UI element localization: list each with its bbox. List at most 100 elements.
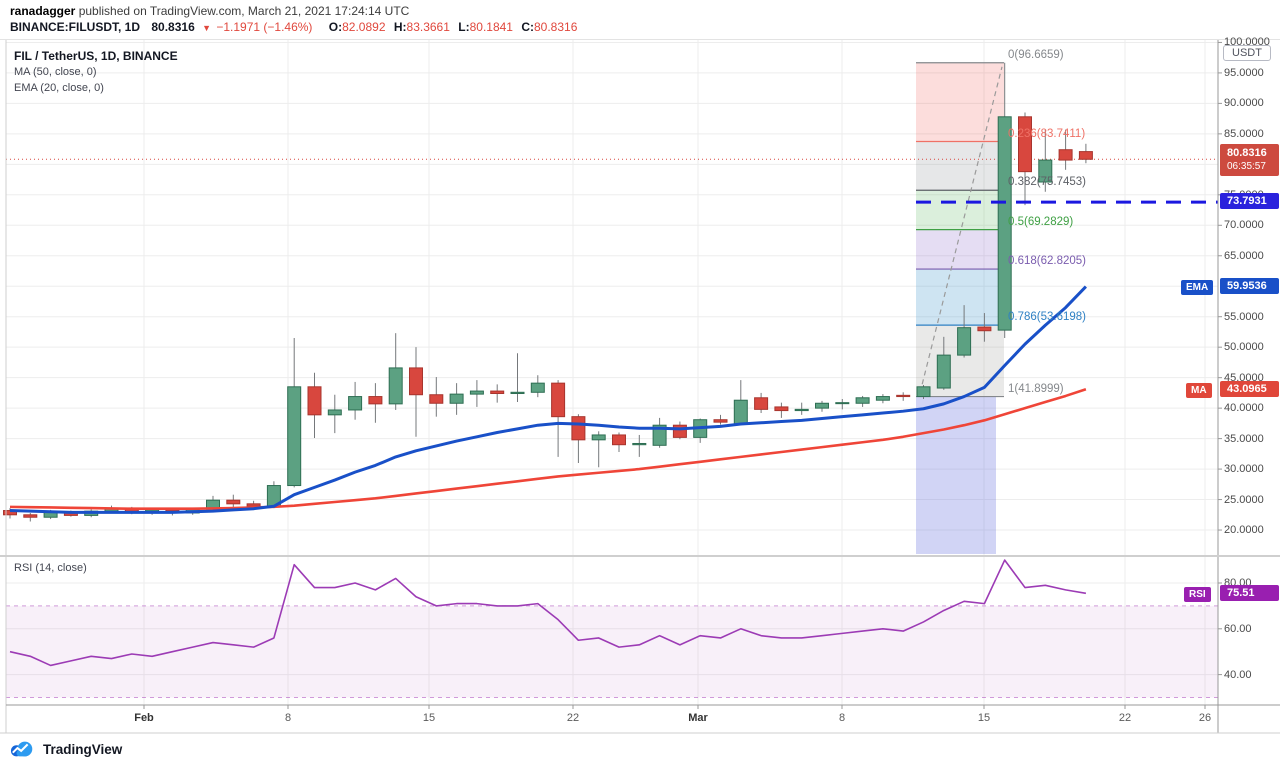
price-axis-label: 20.0000	[1224, 524, 1264, 537]
open-label: O:	[328, 20, 343, 34]
rsi-chip[interactable]: RSI	[1184, 587, 1211, 602]
ma-value-badge[interactable]: 43.0965	[1220, 381, 1279, 397]
candle-body	[368, 396, 383, 405]
time-axis-label: 22	[566, 712, 580, 724]
time-axis-label: 15	[422, 712, 436, 724]
candle-body	[591, 434, 606, 441]
high-value: 83.3661	[406, 20, 450, 34]
time-axis-label: 22	[1118, 712, 1132, 724]
candle-body	[1078, 151, 1093, 160]
highlight-band	[916, 396, 996, 554]
time-axis-label: 15	[977, 712, 991, 724]
candle-body	[733, 399, 748, 425]
price-axis-label: 70.0000	[1224, 219, 1264, 232]
legend-symbol: FIL / TetherUS, 1D, BINANCE	[14, 49, 178, 63]
candle-body	[469, 390, 484, 395]
symbol-ohlc-row: BINANCE:FILUSDT, 1D 80.8316 ▼ −1.1971 (−…	[10, 20, 577, 34]
currency-badge[interactable]: USDT	[1223, 45, 1271, 61]
byline-text: published on TradingView.com, March 21, …	[75, 4, 410, 18]
candle-body	[1018, 116, 1032, 173]
last-price-badge[interactable]: 80.8316 06:35:57	[1220, 144, 1279, 176]
legend-ma: MA (50, close, 0)	[14, 66, 97, 78]
fib-level-label: 0.618(62.8205)	[1008, 255, 1087, 268]
candle-body	[388, 367, 403, 405]
candle-body	[774, 406, 789, 412]
fib-zone	[916, 62, 1004, 142]
candle-body	[1038, 159, 1053, 183]
fib-level-label: 0.786(53.6198)	[1008, 311, 1087, 324]
price-axis-label: 85.0000	[1224, 127, 1264, 140]
candle-body	[530, 382, 545, 393]
fib-level-label: 1(41.8999)	[1008, 382, 1064, 395]
fib-level-label: 0.382(75.7453)	[1008, 176, 1087, 189]
candle-body	[551, 382, 566, 418]
fib-level-label: 0(96.6659)	[1008, 48, 1064, 61]
candle-body	[571, 416, 586, 441]
rsi-axis-label: 60.00	[1224, 622, 1252, 635]
last-price-badge-value: 80.8316	[1227, 147, 1267, 159]
rsi-value-badge[interactable]: 75.51	[1220, 585, 1279, 601]
rsi-band	[6, 605, 1218, 698]
price-axis-label: 25.0000	[1224, 493, 1264, 506]
ema-chip[interactable]: EMA	[1181, 280, 1214, 295]
candle-body	[490, 390, 505, 395]
candle-body	[855, 397, 870, 404]
price-axis-label: 65.0000	[1224, 249, 1264, 262]
close-label: C:	[521, 20, 534, 34]
close-value: 80.8316	[534, 20, 578, 34]
candle-body	[957, 327, 972, 356]
candle-body	[835, 402, 850, 405]
candle-body	[449, 393, 464, 404]
price-axis-label: 95.0000	[1224, 66, 1264, 79]
fib-zone	[916, 229, 1004, 270]
candle-body	[977, 326, 992, 332]
ma-chip[interactable]: MA	[1186, 383, 1212, 398]
fib-zone	[916, 190, 1004, 230]
down-triangle-icon: ▼	[202, 23, 212, 33]
symbol-name: BINANCE:FILUSDT, 1D	[10, 20, 141, 34]
price-axis-label: 30.0000	[1224, 463, 1264, 476]
hline-price-badge[interactable]: 73.7931	[1220, 193, 1279, 209]
price-axis-label: 55.0000	[1224, 310, 1264, 323]
fib-zone	[916, 141, 1004, 191]
rsi-pane-legend: RSI (14, close)	[14, 562, 87, 574]
brand-name: TradingView	[43, 741, 123, 757]
legend-ema: EMA (20, close, 0)	[14, 82, 104, 94]
rsi-axis-label: 40.00	[1224, 668, 1252, 681]
price-axis-label: 40.0000	[1224, 402, 1264, 415]
price-change: −1.1971 (−1.46%)	[216, 20, 313, 34]
main-pane-legend: FIL / TetherUS, 1D, BINANCE MA (50, clos…	[14, 48, 178, 96]
candle-body	[896, 394, 911, 398]
candle-body	[652, 424, 667, 446]
fib-zone	[916, 269, 1004, 326]
candle-body	[226, 499, 241, 505]
last-price: 80.8316	[151, 20, 195, 34]
price-axis-label: 35.0000	[1224, 432, 1264, 445]
chart-canvas[interactable]	[0, 0, 1280, 738]
ema-value-badge[interactable]: 59.9536	[1220, 278, 1279, 294]
ma50-line	[9, 388, 1087, 511]
candle-body	[632, 442, 647, 446]
open-value: 82.0892	[342, 20, 386, 34]
candle-body	[997, 116, 1012, 331]
candle-body	[794, 408, 809, 412]
candle-body	[23, 514, 38, 518]
byline: ranadagger published on TradingView.com,…	[10, 4, 409, 18]
bar-countdown: 06:35:57	[1227, 161, 1266, 172]
candle-body	[875, 396, 890, 401]
candle-body	[815, 402, 829, 409]
time-axis-label: 26	[1198, 712, 1212, 724]
candle-body	[612, 434, 626, 446]
low-value: 80.1841	[469, 20, 513, 34]
author-name: ranadagger	[10, 4, 76, 18]
candle-body	[936, 354, 951, 389]
tradingview-logo[interactable]: TradingView	[10, 740, 122, 758]
candle-body	[348, 396, 363, 411]
low-label: L:	[458, 20, 470, 34]
candle-body	[307, 386, 322, 416]
candle-body	[429, 394, 444, 404]
candle-body	[672, 424, 687, 438]
price-axis-label: 90.0000	[1224, 97, 1264, 110]
ema20-line	[9, 285, 1087, 514]
